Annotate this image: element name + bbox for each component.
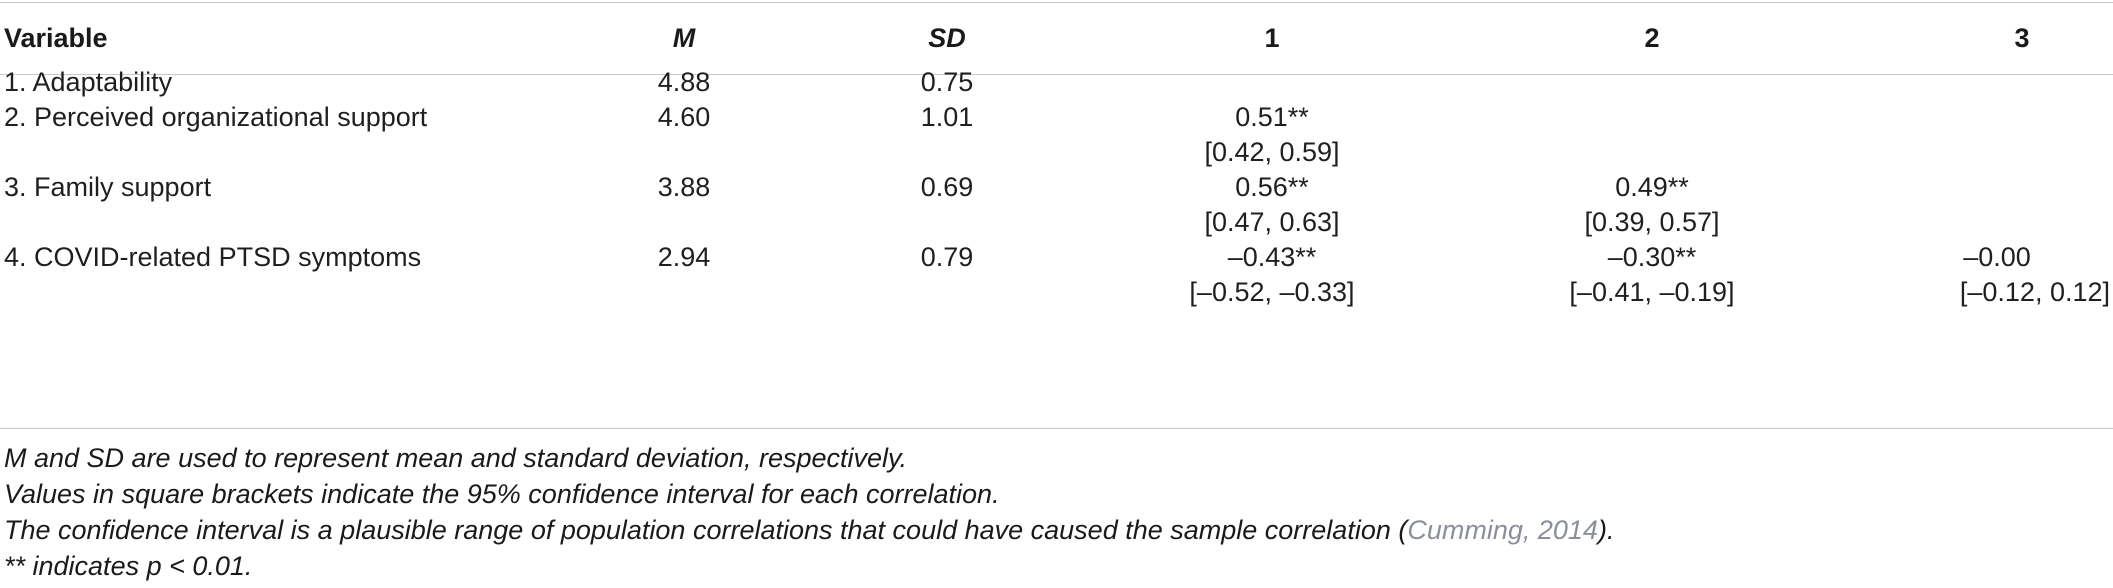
table-bottom-rule xyxy=(0,428,2113,429)
row-3-sd: 0.69 xyxy=(920,172,974,202)
row-3-corr-2: 0.49** xyxy=(1615,172,1689,202)
table-header-rule xyxy=(0,74,2113,75)
row-3-mean: 3.88 xyxy=(657,172,711,202)
note-line-1: M and SD are used to represent mean and … xyxy=(4,443,908,473)
header-mean: M xyxy=(672,23,696,53)
row-3-variable: 3. Family support xyxy=(4,172,212,202)
row-4-ci-1: [–0.52, –0.33] xyxy=(1189,277,1355,307)
row-3-ci-1: [0.47, 0.63] xyxy=(1204,207,1340,237)
row-4-corr-2: –0.30** xyxy=(1607,242,1697,272)
row-4-variable: 4. COVID-related PTSD symptoms xyxy=(4,242,422,272)
note-line-3-text: The confidence interval is a plausible r… xyxy=(4,515,1408,545)
note-line-3: The confidence interval is a plausible r… xyxy=(4,512,2104,548)
row-2-sd: 1.01 xyxy=(920,102,974,132)
note-line-3-end: ). xyxy=(1597,515,1615,545)
table-notes: M and SD are used to represent mean and … xyxy=(4,440,2104,584)
row-2-variable: 2. Perceived organizational support xyxy=(4,102,428,132)
row-1-mean: 4.88 xyxy=(657,67,711,97)
header-col-1: 1 xyxy=(1264,23,1280,53)
row-2-mean: 4.60 xyxy=(657,102,711,132)
row-4-ci-2: [–0.41, –0.19] xyxy=(1569,277,1735,307)
note-line-2: Values in square brackets indicate the 9… xyxy=(4,479,1000,509)
header-variable: Variable xyxy=(4,23,108,53)
row-1-sd: 0.75 xyxy=(920,67,974,97)
header-sd: SD xyxy=(928,23,966,53)
row-2-ci-1: [0.42, 0.59] xyxy=(1204,137,1340,167)
header-col-2: 2 xyxy=(1644,23,1660,53)
row-1-variable: 1. Adaptability xyxy=(4,67,173,97)
row-3-corr-1: 0.56** xyxy=(1235,172,1309,202)
citation-link[interactable]: Cumming, 2014 xyxy=(1407,515,1598,545)
table-top-rule xyxy=(0,2,2113,3)
row-4-mean: 2.94 xyxy=(657,242,711,272)
row-4-ci-3: [–0.12, 0.12] xyxy=(1959,277,2110,307)
row-3-ci-2: [0.39, 0.57] xyxy=(1584,207,1720,237)
note-line-4: ** indicates p < 0.01. xyxy=(4,551,253,581)
row-2-corr-1: 0.51** xyxy=(1235,102,1309,132)
row-4-corr-1: –0.43** xyxy=(1227,242,1317,272)
row-4-corr-3: –0.00 xyxy=(1963,242,2031,272)
row-4-sd: 0.79 xyxy=(920,242,974,272)
header-col-3: 3 xyxy=(2014,23,2030,53)
